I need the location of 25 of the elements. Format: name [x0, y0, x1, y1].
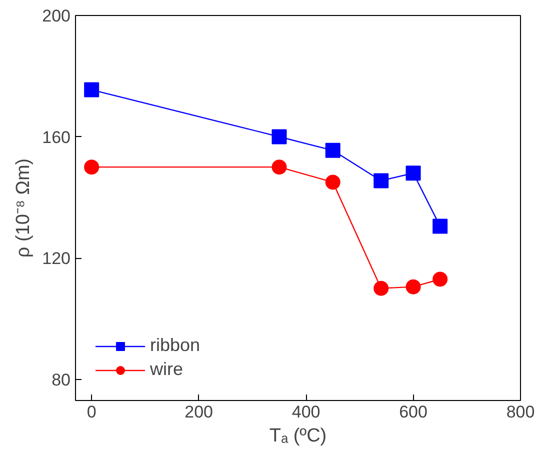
- point: [272, 160, 287, 175]
- x-tick-label: 0: [86, 402, 96, 422]
- legend-label: ribbon: [150, 335, 200, 356]
- y-tick-label: 160: [42, 128, 71, 147]
- point: [325, 174, 340, 190]
- point: [325, 142, 340, 158]
- point: [84, 160, 100, 175]
- x-tick-label: 800: [506, 402, 535, 422]
- point: [432, 272, 448, 287]
- point: [84, 82, 100, 98]
- point: [272, 129, 287, 144]
- point: [432, 218, 448, 234]
- y-axis-title: ρ (10⁻⁸ Ωm): [13, 158, 34, 258]
- point: [374, 280, 389, 296]
- x-tick-label: 600: [399, 402, 428, 422]
- legend-label: wire: [150, 359, 184, 380]
- y-tick-label: 200: [42, 6, 71, 26]
- point: [406, 166, 421, 181]
- y-tick-label: 120: [42, 249, 71, 268]
- point: [406, 279, 421, 294]
- x-axis-title: Tₐ (ºC): [269, 426, 327, 446]
- x-tick-label: 200: [184, 402, 214, 422]
- x-tick-label: 400: [292, 402, 320, 422]
- y-tick-label: 80: [52, 370, 71, 390]
- point: [374, 173, 389, 188]
